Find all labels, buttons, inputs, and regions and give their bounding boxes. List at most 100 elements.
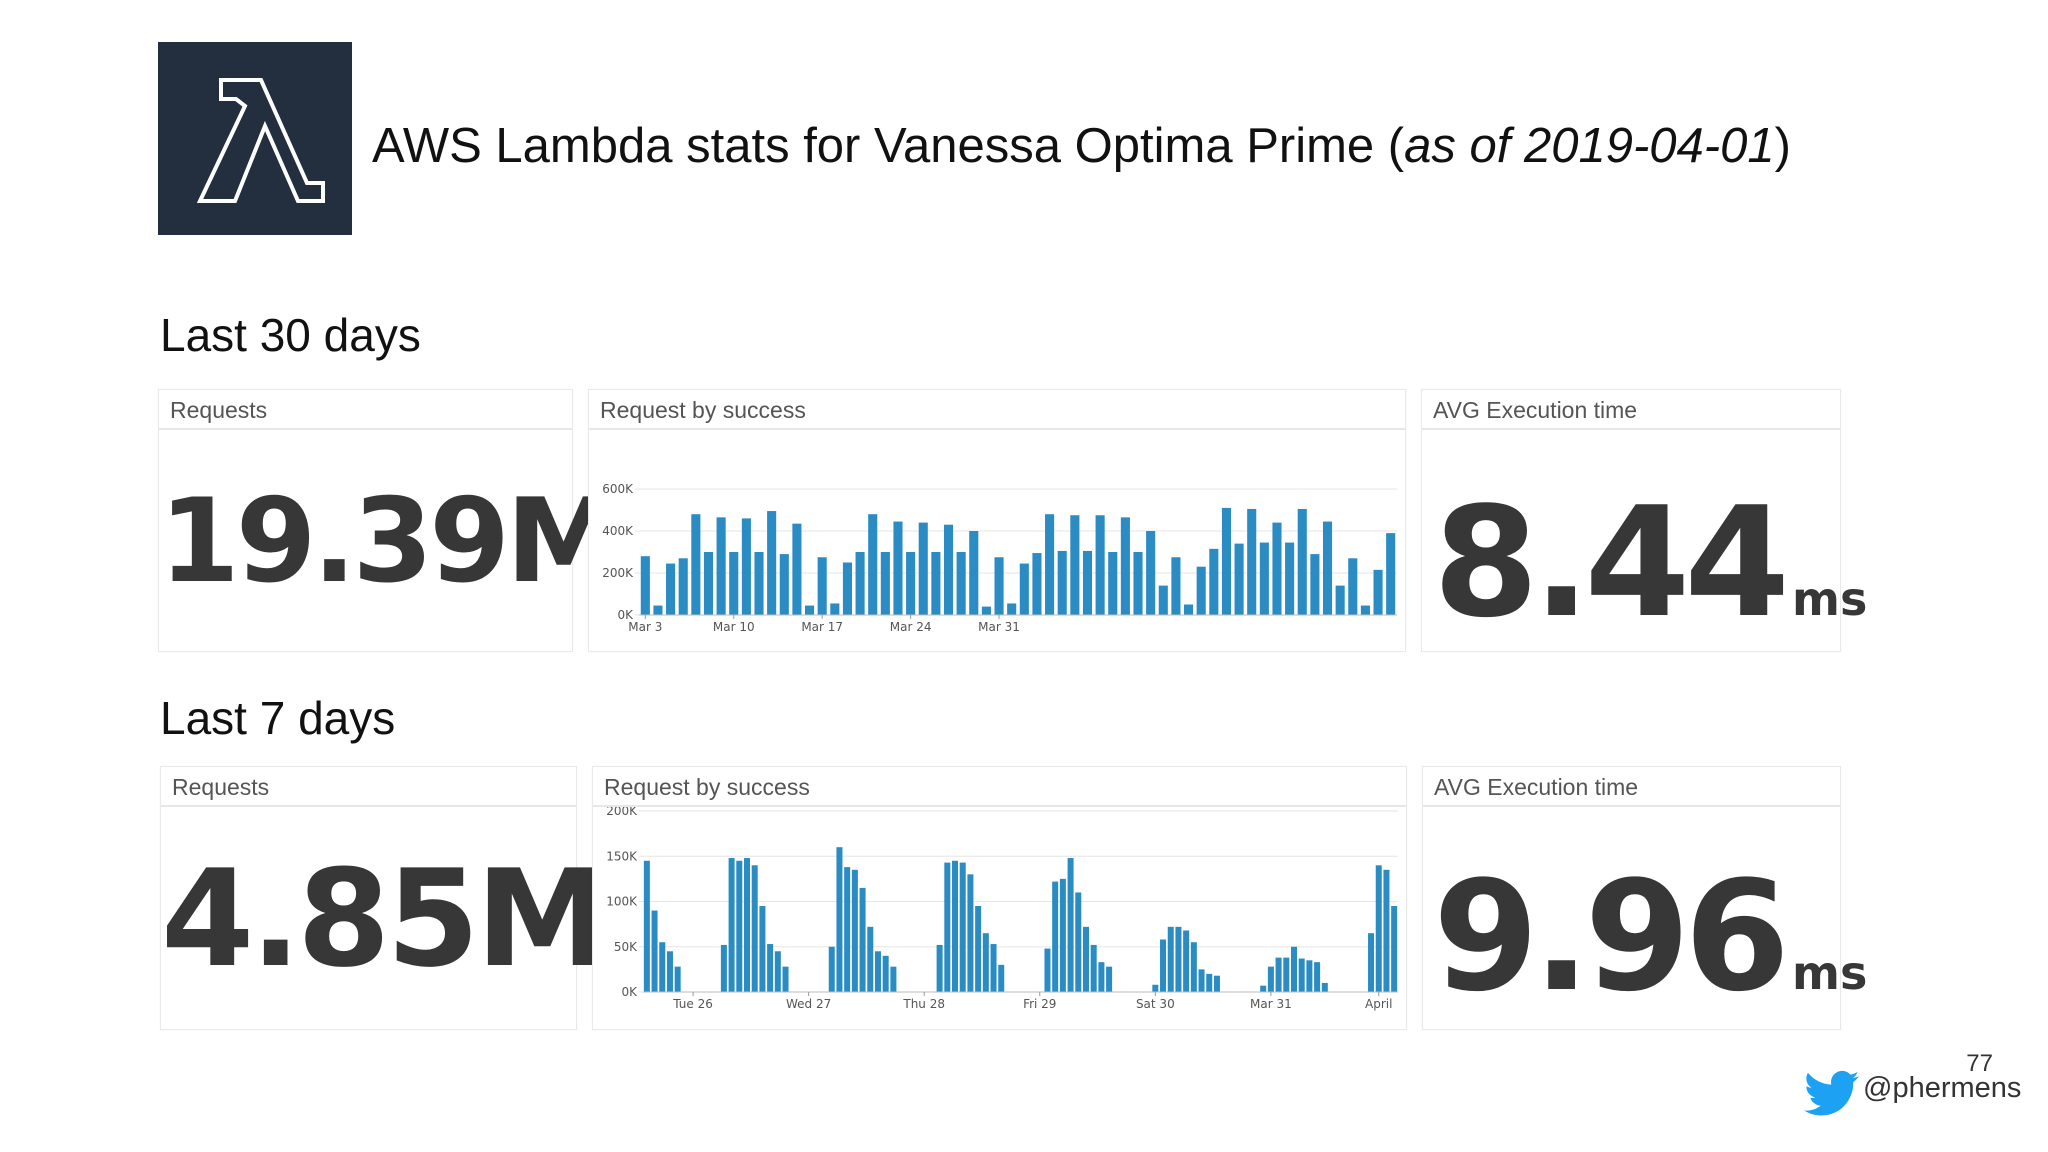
bar[interactable] [1386, 533, 1396, 615]
bar[interactable] [952, 860, 959, 992]
bar[interactable] [754, 552, 764, 615]
bar[interactable] [981, 606, 991, 615]
bar[interactable] [982, 933, 989, 992]
bar[interactable] [653, 605, 663, 615]
bar[interactable] [1348, 558, 1358, 615]
bar[interactable] [1032, 553, 1042, 615]
bar[interactable] [931, 552, 941, 615]
bar[interactable] [1095, 515, 1105, 615]
bar[interactable] [1234, 543, 1244, 615]
bar[interactable] [736, 860, 743, 992]
bar[interactable] [729, 552, 739, 615]
bar[interactable] [767, 511, 777, 615]
bar[interactable] [779, 554, 789, 615]
bar[interactable] [828, 946, 835, 992]
bar[interactable] [855, 552, 865, 615]
bar[interactable] [728, 858, 735, 992]
bar[interactable] [640, 556, 650, 615]
bar[interactable] [1106, 966, 1113, 992]
bar[interactable] [782, 966, 789, 992]
bar[interactable] [1373, 569, 1383, 615]
bar[interactable] [1059, 878, 1066, 992]
bar[interactable] [643, 860, 650, 992]
bar[interactable] [936, 944, 943, 992]
bar[interactable] [1190, 942, 1197, 992]
bar[interactable] [1052, 881, 1059, 992]
bar[interactable] [1160, 939, 1167, 992]
bar[interactable] [1272, 522, 1282, 615]
bar[interactable] [703, 552, 714, 615]
bar[interactable] [1310, 554, 1320, 615]
bar[interactable] [967, 874, 974, 992]
bar[interactable] [674, 966, 681, 992]
bar[interactable] [1321, 982, 1328, 992]
bar[interactable] [1283, 957, 1290, 992]
bar[interactable] [868, 514, 878, 615]
bar[interactable] [1275, 957, 1282, 992]
bar[interactable] [880, 552, 890, 615]
twitter-bird-icon[interactable] [1804, 1070, 1860, 1118]
bar[interactable] [890, 966, 897, 992]
bar[interactable] [874, 951, 881, 992]
bar[interactable] [1167, 926, 1174, 992]
bar[interactable] [1375, 865, 1382, 992]
bar[interactable] [1184, 604, 1194, 616]
bar[interactable] [1221, 507, 1231, 615]
bar[interactable] [1206, 973, 1213, 992]
bar[interactable] [817, 557, 827, 615]
bar[interactable] [792, 523, 802, 615]
bar[interactable] [1090, 944, 1097, 992]
bar[interactable] [830, 603, 840, 615]
bar[interactable] [1314, 962, 1321, 992]
bar[interactable] [1383, 869, 1390, 992]
bar[interactable] [1213, 975, 1220, 992]
bar[interactable] [1098, 962, 1105, 992]
bar[interactable] [1198, 969, 1205, 992]
bar[interactable] [767, 944, 774, 992]
bar[interactable] [1019, 563, 1029, 615]
bar[interactable] [691, 514, 701, 615]
twitter-handle[interactable]: @phermens [1863, 1072, 2022, 1104]
bar[interactable] [1259, 542, 1269, 615]
bar[interactable] [759, 906, 766, 992]
bar[interactable] [744, 858, 751, 992]
bar[interactable] [851, 869, 858, 992]
bar[interactable] [666, 563, 676, 615]
bar[interactable] [975, 906, 982, 992]
bar[interactable] [882, 955, 889, 992]
bar[interactable] [969, 531, 979, 615]
bar[interactable] [716, 517, 726, 615]
bar[interactable] [859, 887, 866, 992]
bar[interactable] [994, 557, 1004, 615]
bar[interactable] [1298, 958, 1305, 992]
bar[interactable] [1183, 930, 1190, 992]
bar[interactable] [867, 926, 874, 992]
bar[interactable] [1335, 585, 1345, 615]
bar[interactable] [1290, 946, 1297, 992]
bar[interactable] [1368, 933, 1375, 992]
bar[interactable] [1133, 552, 1143, 615]
bar[interactable] [998, 964, 1005, 992]
bar[interactable] [1297, 508, 1307, 615]
bar[interactable] [1360, 605, 1370, 615]
bar[interactable] [1045, 514, 1055, 615]
bar[interactable] [836, 847, 843, 992]
bar[interactable] [959, 862, 966, 992]
bar[interactable] [1322, 521, 1333, 615]
bar[interactable] [741, 518, 751, 615]
bar[interactable] [1247, 508, 1257, 615]
bar[interactable] [1285, 542, 1295, 615]
bar[interactable] [944, 862, 951, 992]
bar[interactable] [906, 552, 916, 615]
bar[interactable] [1075, 892, 1082, 992]
bar[interactable] [1146, 531, 1156, 615]
bar[interactable] [1082, 926, 1089, 992]
bar[interactable] [1108, 552, 1118, 615]
bar[interactable] [805, 605, 815, 615]
bar[interactable] [844, 867, 851, 992]
bar[interactable] [1067, 858, 1074, 992]
bar[interactable] [1007, 603, 1017, 615]
bar[interactable] [1158, 585, 1168, 615]
bar[interactable] [720, 944, 727, 992]
bar[interactable] [1057, 550, 1067, 615]
